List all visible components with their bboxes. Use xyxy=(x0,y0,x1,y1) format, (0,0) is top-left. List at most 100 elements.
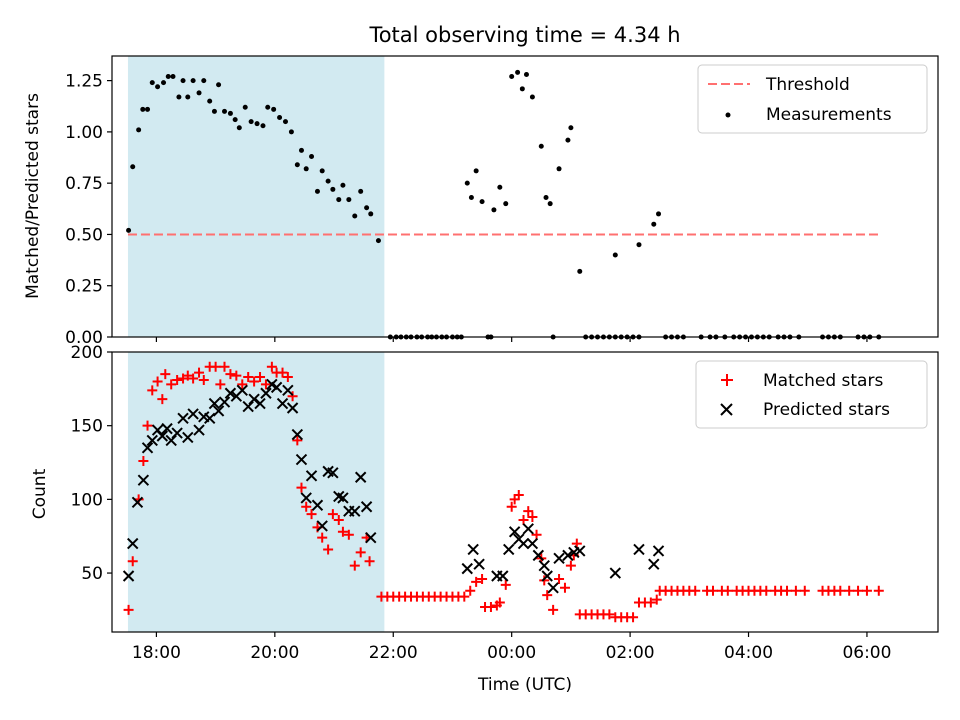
matched-star-point xyxy=(527,512,538,523)
predicted-star-point xyxy=(276,397,289,410)
x-axis-label: Time (UTC) xyxy=(477,675,572,695)
predicted-star-point xyxy=(260,387,272,399)
threshold-legend-label: Threshold xyxy=(765,75,850,95)
measurement-point xyxy=(180,78,186,84)
matched-star-point xyxy=(255,372,266,383)
predicted-star-point xyxy=(473,558,485,570)
predicted-star-point xyxy=(282,384,294,397)
bottom-legend-box xyxy=(695,360,928,429)
measurement-point xyxy=(529,94,535,100)
predicted-star-point xyxy=(648,558,660,570)
measurement-point xyxy=(565,137,571,143)
measurement-point xyxy=(515,69,521,75)
matched-star-point xyxy=(539,575,550,586)
y-tick-label: 1.25 xyxy=(65,72,103,92)
measurement-point xyxy=(375,238,381,244)
predicted-legend-label: Predicted stars xyxy=(763,400,890,420)
measurement-point xyxy=(556,166,562,172)
predicted-star-point xyxy=(122,570,135,582)
top-axes: Total observing time = 4.34 h Matched/Pr… xyxy=(23,23,939,348)
matched-star-point xyxy=(194,367,205,378)
matched-star-point xyxy=(645,597,656,608)
measurement-point xyxy=(330,186,336,192)
measurement-point xyxy=(145,106,151,112)
predicted-star-point xyxy=(503,543,515,556)
measurement-point xyxy=(612,252,618,258)
predicted-star-point xyxy=(156,430,169,442)
matched-star-point xyxy=(518,515,529,525)
shaded-span-rect xyxy=(127,56,385,337)
measurement-point xyxy=(265,104,271,110)
matched-star-point xyxy=(237,379,248,390)
y-tick-label: 1.00 xyxy=(65,123,103,143)
measurement-point xyxy=(170,74,176,80)
matched-star-point xyxy=(542,590,553,601)
matched-star-point xyxy=(799,585,810,596)
measurement-point xyxy=(254,121,260,127)
predicted-star-point xyxy=(553,552,565,565)
matched-star-point xyxy=(188,373,199,384)
bottom-axes: Count Time (UTC) 50 100 150 200 18:00 20:00 2… xyxy=(30,343,939,695)
predicted-star-point xyxy=(193,424,205,436)
top-shaded-span xyxy=(127,56,385,337)
measurement-point xyxy=(568,125,574,131)
measurement-point xyxy=(185,94,191,100)
predicted-star-point xyxy=(316,520,328,532)
measurement-point xyxy=(298,147,304,153)
matched-star-point xyxy=(485,601,496,612)
measurement-point xyxy=(491,207,497,213)
measurement-point xyxy=(260,123,266,129)
matched-star-point xyxy=(166,379,177,390)
predicted-star-point xyxy=(165,434,177,447)
predicted-star-point xyxy=(300,492,312,504)
matched-star-point xyxy=(277,367,288,378)
matched-star-point xyxy=(790,585,801,596)
predicted-star-point xyxy=(171,427,183,439)
predicted-star-point xyxy=(532,549,545,562)
measurement-point xyxy=(242,104,248,110)
matched-legend-label: Matched stars xyxy=(763,371,883,391)
measurement-point xyxy=(216,82,222,88)
shaded-span-rect xyxy=(127,352,385,632)
matched-star-point xyxy=(231,370,242,381)
measurement-point xyxy=(325,178,331,184)
matched-star-point xyxy=(364,556,375,567)
measurement-point xyxy=(538,143,544,149)
matched-star-point xyxy=(160,369,171,380)
predicted-star-point xyxy=(187,408,199,420)
y-tick-label: 200 xyxy=(71,343,103,363)
measurement-point xyxy=(519,86,525,92)
measurement-point xyxy=(509,74,515,80)
measurement-point xyxy=(288,129,294,135)
matched-star-point xyxy=(651,594,662,605)
y-tick-label: 0.25 xyxy=(65,277,103,297)
matched-star-point xyxy=(142,420,153,431)
matched-star-point xyxy=(266,361,277,372)
matched-star-point xyxy=(260,379,271,390)
matched-star-point xyxy=(152,376,163,387)
measurement-point xyxy=(176,94,182,100)
matched-star-point xyxy=(844,585,855,596)
matched-star-point xyxy=(123,604,134,615)
measurement-point xyxy=(155,84,161,90)
matched-star-point xyxy=(323,544,334,555)
y-tick-label: 100 xyxy=(71,490,103,510)
predicted-star-point xyxy=(286,402,299,414)
matched-star-point xyxy=(349,560,360,571)
predicted-legend-swatch xyxy=(720,403,733,416)
matched-star-point xyxy=(306,509,317,520)
measurement-point xyxy=(368,211,374,217)
measurement-point xyxy=(340,182,346,188)
measurement-point xyxy=(656,211,662,217)
matched-star-point xyxy=(604,609,615,620)
matched-star-point xyxy=(147,385,158,396)
predicted-star-point xyxy=(354,471,367,483)
measurement-point xyxy=(464,180,470,186)
x-tick-label: 04:00 xyxy=(724,643,773,663)
top-y-axis-label: Matched/Predicted stars xyxy=(23,93,43,299)
measurement-point xyxy=(497,184,503,190)
measurements-legend-swatch xyxy=(725,112,731,118)
measurement-point xyxy=(364,205,370,211)
measurements-legend-label: Measurements xyxy=(766,105,892,125)
bottom-x-ticks: 18:00 20:00 22:00 00:00 02:00 04:00 06:00 xyxy=(132,632,891,663)
